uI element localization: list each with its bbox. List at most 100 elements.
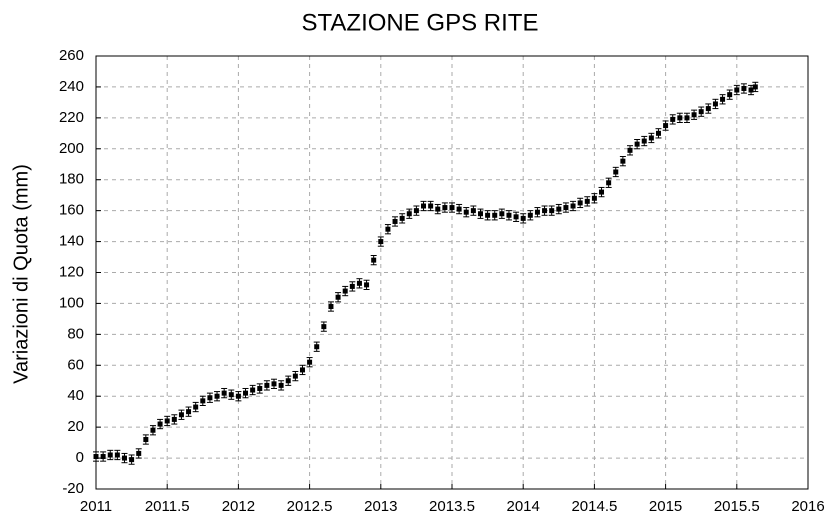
- point: [413, 208, 419, 214]
- point: [456, 206, 462, 212]
- point: [648, 135, 654, 141]
- y-tick-label: 200: [59, 140, 84, 157]
- point: [207, 395, 213, 401]
- point: [449, 205, 455, 211]
- point: [520, 215, 526, 221]
- y-tick-label: 20: [67, 418, 84, 435]
- point: [734, 87, 740, 93]
- point: [670, 116, 676, 122]
- point: [620, 158, 626, 164]
- point: [171, 416, 177, 422]
- y-tick-label: 220: [59, 109, 84, 126]
- point: [107, 452, 113, 458]
- point: [677, 115, 683, 121]
- y-tick-label: 100: [59, 294, 84, 311]
- point: [392, 218, 398, 224]
- point: [542, 208, 548, 214]
- point: [143, 437, 149, 443]
- y-tick-label: 160: [59, 202, 84, 219]
- point: [356, 280, 362, 286]
- point: [328, 304, 334, 310]
- point: [591, 195, 597, 201]
- y-axis-label: Variazioni di Quota (mm): [10, 164, 32, 384]
- point: [285, 378, 291, 384]
- point: [186, 409, 192, 415]
- point: [164, 418, 170, 424]
- point: [335, 294, 341, 300]
- point: [214, 393, 220, 399]
- x-tick-label: 2013.5: [429, 498, 475, 515]
- x-tick-label: 2015.5: [714, 498, 760, 515]
- point: [93, 454, 99, 460]
- point: [178, 412, 184, 418]
- point: [485, 212, 491, 218]
- point: [321, 324, 327, 330]
- point: [121, 455, 127, 461]
- point: [705, 106, 711, 112]
- point: [100, 454, 106, 460]
- point: [641, 138, 647, 144]
- point: [492, 212, 498, 218]
- point: [634, 141, 640, 147]
- chart-title: STAZIONE GPS RITE: [302, 9, 539, 36]
- point: [506, 212, 512, 218]
- point: [727, 92, 733, 98]
- point: [570, 203, 576, 209]
- point: [712, 101, 718, 107]
- point: [534, 209, 540, 215]
- point: [470, 208, 476, 214]
- point: [200, 398, 206, 404]
- point: [513, 214, 519, 220]
- x-tick-label: 2012: [222, 498, 255, 515]
- x-tick-label: 2015: [649, 498, 682, 515]
- point: [342, 288, 348, 294]
- point: [477, 211, 483, 217]
- point: [114, 452, 120, 458]
- point: [364, 282, 370, 288]
- point: [299, 367, 305, 373]
- x-tick-label: 2011: [80, 498, 112, 515]
- y-tick-label: -20: [62, 480, 84, 497]
- point: [235, 393, 241, 399]
- point: [655, 130, 661, 136]
- point: [741, 85, 747, 91]
- point: [157, 421, 163, 427]
- point: [314, 344, 320, 350]
- point: [278, 382, 284, 388]
- point: [613, 169, 619, 175]
- y-tick-label: 240: [59, 78, 84, 95]
- point: [748, 87, 754, 93]
- point: [221, 390, 227, 396]
- y-tick-label: 180: [59, 171, 84, 188]
- y-tick-label: 40: [67, 387, 84, 404]
- point: [663, 123, 669, 129]
- point: [577, 200, 583, 206]
- point: [150, 427, 156, 433]
- point: [264, 382, 270, 388]
- point: [463, 209, 469, 215]
- point: [399, 215, 405, 221]
- point: [257, 385, 263, 391]
- point: [435, 206, 441, 212]
- point: [129, 457, 135, 463]
- point: [527, 212, 533, 218]
- x-tick-label: 2012.5: [287, 498, 333, 515]
- point: [599, 189, 605, 195]
- point: [193, 404, 199, 410]
- point: [421, 203, 427, 209]
- y-tick-label: 140: [59, 233, 84, 250]
- x-tick-label: 2014.5: [571, 498, 617, 515]
- point: [684, 115, 690, 121]
- x-tick-label: 2014: [507, 498, 540, 515]
- point: [292, 373, 298, 379]
- point: [499, 211, 505, 217]
- point: [442, 205, 448, 211]
- point: [606, 180, 612, 186]
- point: [406, 211, 412, 217]
- point: [378, 239, 384, 245]
- point: [563, 205, 569, 211]
- point: [307, 359, 313, 365]
- y-tick-label: 260: [59, 47, 84, 64]
- point: [250, 387, 256, 393]
